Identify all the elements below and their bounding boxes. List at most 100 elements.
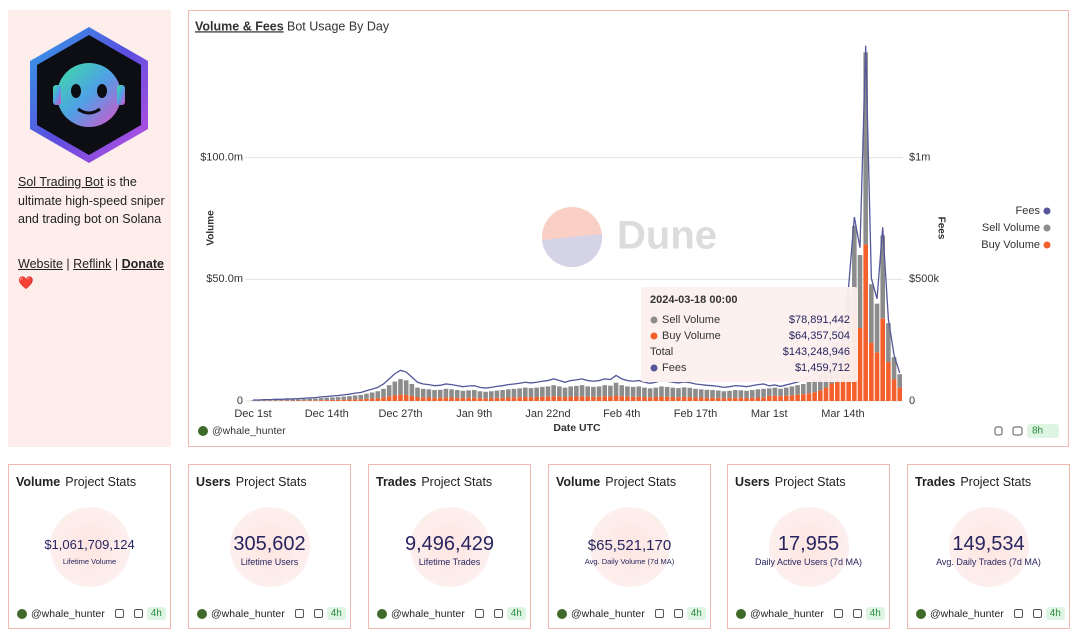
card-title[interactable]: Users bbox=[735, 475, 770, 489]
bar bbox=[687, 387, 693, 398]
bar bbox=[369, 392, 375, 399]
bar bbox=[517, 397, 522, 401]
link[interactable]: Reflink bbox=[73, 257, 112, 271]
icon[interactable] bbox=[654, 609, 664, 618]
bar bbox=[358, 399, 364, 401]
bar bbox=[664, 386, 670, 397]
card-subtitle: Project Stats bbox=[421, 475, 493, 489]
y-tick-label: $100.0m bbox=[200, 152, 243, 164]
icon[interactable] bbox=[294, 609, 304, 618]
card-title[interactable]: Trades bbox=[376, 475, 417, 489]
y-axis-title: Volume bbox=[206, 210, 217, 246]
separator: | bbox=[114, 257, 119, 271]
name-link[interactable]: Sol Trading Bot bbox=[18, 175, 104, 189]
x-tick-label: Jan 9th bbox=[456, 408, 492, 420]
tooltip-label: Total bbox=[650, 346, 673, 358]
bar bbox=[806, 393, 812, 401]
bar bbox=[761, 397, 766, 401]
avatar bbox=[377, 608, 387, 619]
bar bbox=[483, 391, 488, 399]
avatar bbox=[197, 608, 207, 619]
icon[interactable] bbox=[313, 609, 323, 618]
card-title[interactable]: Volume bbox=[556, 475, 601, 489]
stat-caption: Avg. Daily Trades (7d MA) bbox=[936, 557, 1041, 567]
card-subtitle: Project Stats bbox=[605, 475, 677, 489]
bar bbox=[800, 394, 806, 401]
card-footer: @whale_hunter 4h bbox=[736, 607, 885, 620]
bar bbox=[318, 398, 324, 401]
stat-card: Users Project Stats 305,602 Lifetime Users @… bbox=[188, 464, 351, 629]
stat-value: $1,061,709,124 bbox=[44, 537, 135, 552]
bar bbox=[409, 383, 415, 396]
card-title[interactable]: Volume bbox=[16, 475, 61, 489]
icon[interactable] bbox=[1032, 609, 1042, 618]
bar bbox=[596, 386, 602, 397]
icon[interactable] bbox=[114, 609, 124, 618]
card-title[interactable]: Trades bbox=[915, 475, 956, 489]
bar bbox=[619, 396, 625, 401]
icon[interactable] bbox=[852, 609, 862, 618]
links: Website | Reflink | Donate ❤️ bbox=[18, 255, 168, 292]
bar bbox=[659, 396, 664, 401]
icon[interactable] bbox=[1013, 609, 1023, 618]
card-subtitle: Project Stats bbox=[774, 475, 846, 489]
bar bbox=[863, 52, 868, 245]
bar bbox=[664, 396, 670, 401]
link[interactable]: Donate bbox=[121, 257, 164, 271]
bar bbox=[886, 323, 891, 363]
bar bbox=[466, 397, 471, 401]
x-tick-label: Dec 14th bbox=[305, 408, 349, 420]
bar bbox=[517, 388, 522, 398]
bar bbox=[562, 387, 568, 397]
legend-swatch bbox=[1043, 224, 1051, 232]
bar bbox=[613, 382, 619, 396]
author[interactable]: @whale_hunter bbox=[930, 607, 1004, 620]
icon[interactable] bbox=[994, 426, 1003, 436]
x-tick-label: Mar 1st bbox=[751, 408, 788, 420]
author[interactable]: @whale_hunter bbox=[212, 425, 286, 437]
bar bbox=[301, 399, 307, 401]
bar bbox=[557, 386, 562, 397]
bar bbox=[687, 397, 693, 401]
stat-value: 149,534 bbox=[952, 533, 1025, 555]
y2-tick-label: 0 bbox=[909, 395, 915, 407]
card-title[interactable]: Users bbox=[196, 475, 231, 489]
tab[interactable]: Volume & Fees bbox=[195, 19, 284, 33]
bar bbox=[500, 397, 505, 401]
tooltip-value: $64,357,504 bbox=[789, 330, 850, 342]
stat-card: Trades Project Stats 9,496,429 Lifetime Tra… bbox=[368, 464, 531, 629]
description-text: is the ultimate high-speed sniper and tr… bbox=[18, 175, 165, 226]
avatar bbox=[736, 608, 746, 619]
bar bbox=[437, 389, 443, 398]
icon[interactable] bbox=[493, 609, 503, 618]
author[interactable]: @whale_hunter bbox=[571, 607, 645, 620]
chart-body: Volume & Fees Bot Usage By Day Dune Volu… bbox=[195, 19, 1059, 438]
separator: | bbox=[66, 257, 70, 271]
avatar bbox=[17, 608, 27, 619]
bar bbox=[636, 396, 642, 401]
x-axis-title: Date UTC bbox=[553, 422, 601, 434]
bar bbox=[681, 396, 687, 401]
author[interactable]: @whale_hunter bbox=[750, 607, 824, 620]
icon[interactable] bbox=[133, 609, 143, 618]
bar bbox=[324, 397, 330, 401]
author[interactable]: @whale_hunter bbox=[31, 607, 105, 620]
link[interactable]: Website bbox=[18, 257, 63, 271]
bar bbox=[392, 395, 398, 401]
icon[interactable] bbox=[474, 609, 484, 618]
x-tick-label: Feb 17th bbox=[674, 408, 717, 420]
bar bbox=[432, 390, 437, 398]
bar bbox=[585, 396, 591, 401]
bar bbox=[619, 385, 625, 397]
author[interactable]: @whale_hunter bbox=[391, 607, 465, 620]
bar bbox=[840, 364, 846, 401]
avatar bbox=[198, 426, 208, 436]
stat-card: Volume Project Stats $1,061,709,124 Lifetim… bbox=[8, 464, 171, 629]
bar bbox=[364, 393, 369, 399]
author[interactable]: @whale_hunter bbox=[211, 607, 285, 620]
bar bbox=[857, 255, 863, 328]
icon[interactable] bbox=[673, 609, 683, 618]
icon[interactable] bbox=[1012, 426, 1023, 436]
icon[interactable] bbox=[833, 609, 843, 618]
watermark-logo bbox=[542, 234, 603, 268]
